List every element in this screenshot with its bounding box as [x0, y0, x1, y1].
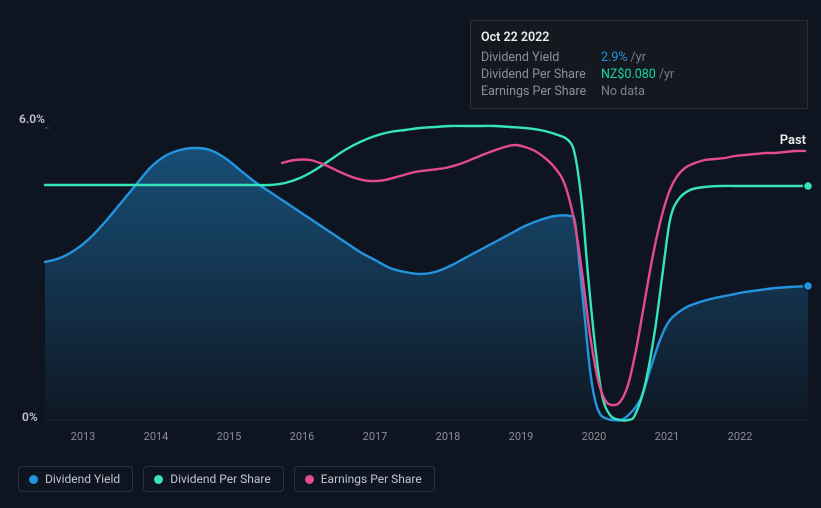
x-axis-tick: 2016: [290, 430, 315, 443]
legend-item-dividend-per-share[interactable]: Dividend Per Share: [143, 466, 284, 492]
x-axis-tick: 2021: [655, 430, 680, 443]
x-axis-tick: 2013: [71, 430, 96, 443]
tooltip-row-unit: /yr: [631, 50, 646, 65]
tooltip-date: Oct 22 2022: [481, 27, 797, 49]
tooltip-row-label: Dividend Per Share: [481, 67, 601, 82]
legend-dot-icon: [154, 475, 163, 484]
x-axis-tick: 2017: [363, 430, 388, 443]
y-axis-min-label: 0%: [22, 410, 38, 424]
legend-dot-icon: [305, 475, 314, 484]
tooltip-row-label: Dividend Yield: [481, 50, 601, 65]
tooltip-rows: Dividend Yield2.9%/yrDividend Per ShareN…: [481, 49, 797, 100]
tooltip-row: Earnings Per ShareNo data: [481, 83, 797, 100]
tooltip-row: Dividend Per ShareNZ$0.080/yr: [481, 66, 797, 83]
legend-item-label: Dividend Per Share: [170, 472, 271, 486]
legend-item-label: Earnings Per Share: [321, 472, 422, 486]
past-label: Past: [780, 133, 806, 148]
x-axis-tick: 2022: [728, 430, 753, 443]
x-axis-tick: 2015: [217, 430, 242, 443]
x-axis-tick: 2019: [509, 430, 534, 443]
x-axis-tick: 2020: [582, 430, 607, 443]
x-axis-tick: 2018: [436, 430, 461, 443]
tooltip-row-unit: /yr: [659, 67, 674, 82]
tooltip-row-value: NZ$0.080: [601, 67, 656, 82]
y-axis-max-label: 6.0%: [19, 112, 45, 126]
tooltip-row-value: 2.9%: [601, 50, 628, 65]
chart-legend: Dividend Yield Dividend Per Share Earnings…: [18, 466, 435, 492]
tooltip-row: Dividend Yield2.9%/yr: [481, 49, 797, 66]
x-axis-tick: 2014: [144, 430, 169, 443]
legend-item-earnings-per-share[interactable]: Earnings Per Share: [294, 466, 435, 492]
tooltip-row-label: Earnings Per Share: [481, 84, 601, 99]
legend-item-label: Dividend Yield: [45, 472, 120, 486]
tooltip-row-value: No data: [601, 84, 645, 99]
legend-item-dividend-yield[interactable]: Dividend Yield: [18, 466, 133, 492]
chart-tooltip: Oct 22 2022 Dividend Yield2.9%/yrDividen…: [470, 20, 808, 109]
legend-dot-icon: [29, 475, 38, 484]
